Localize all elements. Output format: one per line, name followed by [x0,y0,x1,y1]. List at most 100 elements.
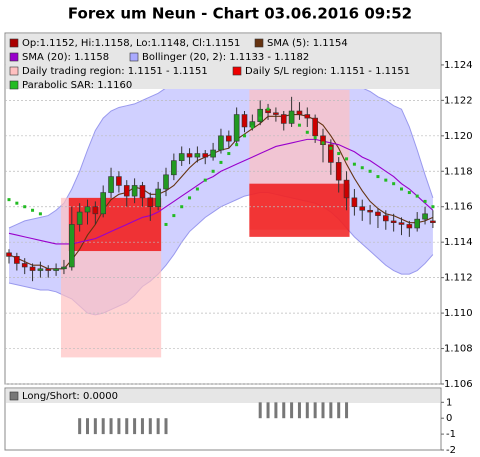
bar [282,402,286,419]
bar [305,402,309,419]
bar [258,402,262,419]
sar-dot [266,107,270,111]
bar [329,402,333,419]
candle-body [422,213,428,220]
candle-body [390,220,397,223]
candle-body [233,114,240,142]
chart-title: Forex um Neun - Chart 03.06.2016 09:52 [68,5,412,23]
candle-body [131,185,138,197]
candle-body [139,185,146,199]
y-tick-label: 0 [446,413,452,424]
candle-body [304,114,311,119]
candle-body [53,268,59,271]
sar-dot [305,130,309,134]
bar [125,418,129,435]
y-tick-label: 1.108 [444,344,473,355]
sar-dot [203,178,207,182]
bar [345,402,349,419]
sar-dot [376,175,380,179]
y-tick-label: 1.110 [444,308,473,319]
legend-label: SMA (5): 1.1154 [267,38,348,49]
candle-body [76,211,83,225]
candle-body [335,162,342,181]
legend [6,34,440,89]
bar [156,418,160,435]
sar-dot [360,166,364,170]
y-tick-label: -2 [446,445,456,456]
bar [133,418,137,435]
candle-body [84,206,91,213]
candle-body [343,179,350,199]
sar-dot [219,160,223,164]
candle-body [375,211,381,216]
y-tick-label: 1.106 [444,379,473,390]
sar-dot [188,196,192,200]
candle-body [202,153,209,158]
candle-body [108,176,114,193]
sar-dot [180,205,184,209]
sar-dot [337,152,341,156]
bar [337,402,341,419]
bar [297,402,301,419]
sar-dot [243,134,246,138]
sar-dot [15,201,19,205]
candle-body [288,110,295,124]
candle-body [312,117,318,137]
sar-dot [297,123,301,127]
legend-label: SMA (20): 1.1158 [22,52,109,63]
candle-body [382,215,389,222]
sar-dot [352,162,356,166]
sar-dot [258,116,262,120]
bar [93,418,97,435]
sar-dot [384,178,388,182]
sar-dot [227,152,231,156]
sar-dot [423,199,427,203]
candle-body [430,220,436,223]
y-tick-label: 1.112 [444,273,473,284]
y-tick-label: -1 [446,429,456,440]
legend-swatch [232,66,242,76]
legend-label: Parabolic SAR: 1.1160 [22,80,132,91]
bar [274,402,278,419]
candle-body [328,144,334,163]
candle-body [178,153,185,161]
candle-body [147,197,154,208]
candle-body [414,218,421,229]
legend-swatch [254,38,264,48]
sar-dot [235,143,239,147]
candle-body [351,197,358,208]
sar-dot [368,169,372,173]
candle-body [241,114,248,128]
y-tick-label: 1.118 [444,166,473,177]
candle-body [92,206,99,215]
sar-dot [195,187,199,191]
candle-body [37,268,44,271]
y-tick-label: 1.122 [444,95,473,106]
bar [109,418,113,435]
candle-body [123,185,130,197]
candle-body [367,209,373,213]
sar-dot [431,205,435,209]
candle-body [296,110,303,115]
candle-body [116,176,122,186]
bar [148,418,152,435]
lower-legend [6,389,440,403]
candle-body [100,192,106,215]
candle-body [280,114,287,124]
legend-swatch [129,52,139,62]
candle-body [163,174,169,190]
y-tick-label: 1.124 [444,60,473,71]
sar-dot [407,191,411,195]
sar-dot [392,182,396,186]
line [8,138,434,245]
sar-dot [415,194,419,198]
legend-swatch [9,80,19,90]
candle-body [210,149,216,158]
y-tick-label: 1 [446,397,452,408]
y-tick-label: 1.114 [444,237,473,248]
sar-dot [38,212,42,216]
legend-swatch [9,38,19,48]
bar [86,418,89,435]
bar [290,402,294,419]
